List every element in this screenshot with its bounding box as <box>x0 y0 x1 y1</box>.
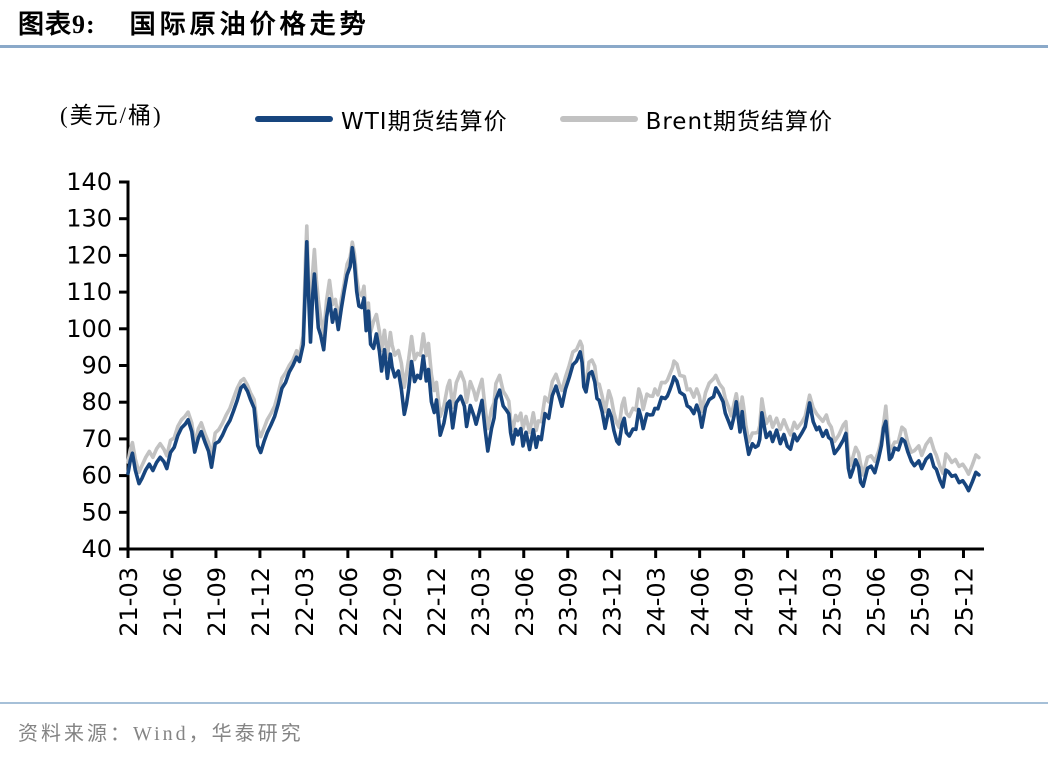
wti-legend-swatch <box>255 116 333 122</box>
x-tick-label: 22-12 <box>423 567 451 637</box>
x-tick-label: 21-03 <box>115 567 143 637</box>
x-tick-label: 25-03 <box>819 567 847 637</box>
y-tick-label: 130 <box>66 205 112 233</box>
chart-area: (美元/桶) WTI期货结算价 Brent期货结算价 40 50 60 70 80 90 1… <box>0 60 1048 705</box>
y-tick-label: 50 <box>81 498 112 526</box>
brent-legend-label: Brent期货结算价 <box>645 109 834 135</box>
x-tick-label: 21-09 <box>203 567 231 637</box>
x-tick-label: 24-03 <box>643 567 671 637</box>
x-tick-label: 22-03 <box>291 567 319 637</box>
price-chart: 40 50 60 70 80 90 100 110 120 130 140 21-03 21-06 21-… <box>66 168 984 637</box>
x-tick-label: 23-06 <box>511 567 539 637</box>
y-axis-unit-label: (美元/桶) <box>60 103 163 128</box>
figure-header: 图表9: 国际原油价格走势 <box>0 0 1048 48</box>
page-title: 国际原油价格走势 <box>129 10 370 39</box>
figure-title-row: 图表9: 国际原油价格走势 <box>0 0 1048 42</box>
x-tick-label: 21-06 <box>159 567 187 637</box>
y-tick-label: 70 <box>81 425 112 453</box>
y-tick-label: 80 <box>81 388 112 416</box>
title-divider <box>0 44 1048 48</box>
x-tick-label: 22-09 <box>379 567 407 637</box>
y-tick-label: 90 <box>81 352 112 380</box>
x-tick-label: 23-12 <box>599 567 627 637</box>
footer-divider <box>0 702 1048 704</box>
figure-footer: 资料来源：Wind，华泰研究 <box>0 702 1048 746</box>
y-tick-label: 120 <box>66 241 112 269</box>
x-tick-label: 24-12 <box>775 567 803 637</box>
x-tick-label: 23-03 <box>467 567 495 637</box>
source-note: 资料来源：Wind，华泰研究 <box>18 723 304 745</box>
x-tick-label: 25-12 <box>950 567 978 637</box>
y-tick-label: 110 <box>66 278 112 306</box>
x-tick-label: 21-12 <box>247 567 275 637</box>
wti-line <box>126 240 981 493</box>
brent-line <box>126 224 981 477</box>
y-tick-label: 140 <box>66 168 112 196</box>
x-tick-label: 25-09 <box>907 567 935 637</box>
axes <box>126 180 984 551</box>
y-tick-label: 100 <box>66 315 112 343</box>
legend-item-wti: WTI期货结算价 <box>255 102 508 136</box>
x-tick-label: 22-06 <box>335 567 363 637</box>
brent-legend-swatch <box>559 116 638 122</box>
legend-item-brent: Brent期货结算价 <box>559 102 834 136</box>
x-tick-label: 25-06 <box>863 567 891 637</box>
y-tick-label: 60 <box>81 462 112 490</box>
figure-tag: 图表9: <box>18 10 96 39</box>
x-tick-label: 24-09 <box>731 567 759 637</box>
x-tick-label: 23-09 <box>555 567 583 637</box>
y-tick-label: 40 <box>81 535 112 563</box>
chart-legend: WTI期货结算价 Brent期货结算价 <box>255 102 833 136</box>
wti-legend-label: WTI期货结算价 <box>341 109 508 135</box>
x-tick-label: 24-06 <box>687 567 715 637</box>
